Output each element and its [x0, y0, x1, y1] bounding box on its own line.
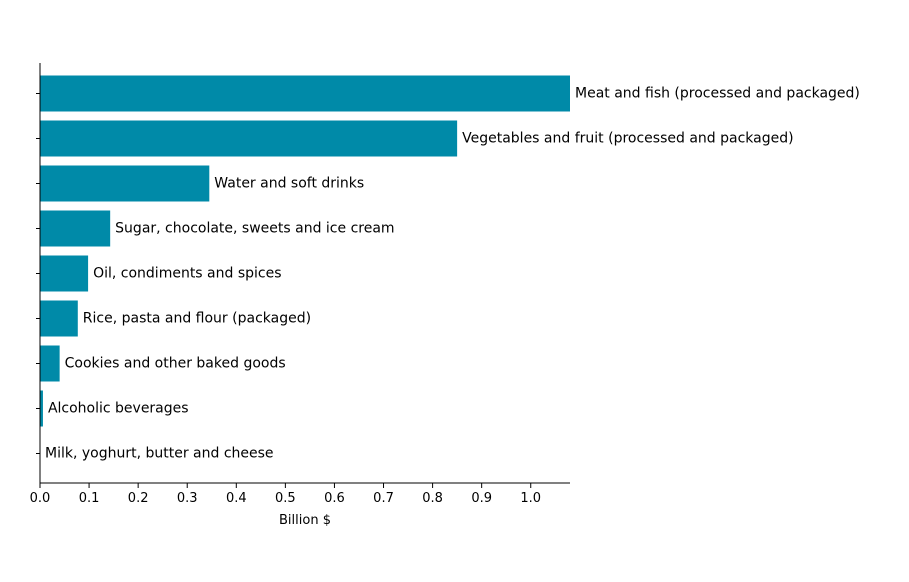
bar-label: Oil, condiments and spices	[93, 266, 281, 282]
x-tick-label: 0.0	[30, 491, 51, 506]
bar	[40, 165, 210, 202]
bar	[40, 300, 78, 337]
bar-label: Water and soft drinks	[214, 176, 364, 192]
bar-labels-group: Meat and fish (processed and packaged) Ve…	[45, 86, 860, 462]
bar-label: Sugar, chocolate, sweets and ice cream	[115, 221, 394, 237]
x-axis-title: Billion $	[279, 513, 331, 528]
x-tick-label: 0.8	[422, 491, 443, 506]
bar	[40, 120, 458, 157]
x-ticks-group: 0.0 0.1 0.2 0.3 0.4 0.5 0.6 0.7 0.8 0.9 1.0	[30, 483, 541, 506]
bar-label: Cookies and other baked goods	[65, 356, 286, 372]
x-tick-label: 0.7	[373, 491, 394, 506]
y-ticks-group	[36, 93, 40, 454]
bar-label: Alcoholic beverages	[48, 401, 189, 417]
bars-group	[40, 75, 570, 427]
bar	[40, 210, 111, 247]
bar-label: Meat and fish (processed and packaged)	[575, 86, 860, 102]
bar-label: Vegetables and fruit (processed and pack…	[462, 131, 793, 147]
bar-label: Milk, yoghurt, butter and cheese	[45, 446, 274, 462]
bar	[40, 345, 60, 382]
x-tick-label: 0.1	[79, 491, 100, 506]
bar	[40, 75, 570, 112]
x-tick-label: 1.0	[520, 491, 541, 506]
x-tick-label: 0.9	[471, 491, 492, 506]
bar	[40, 390, 43, 427]
x-tick-label: 0.2	[128, 491, 149, 506]
bar-label: Rice, pasta and flour (packaged)	[83, 311, 311, 327]
x-tick-label: 0.6	[324, 491, 345, 506]
x-tick-label: 0.5	[275, 491, 296, 506]
x-tick-label: 0.3	[177, 491, 198, 506]
bar	[40, 255, 89, 292]
x-tick-label: 0.4	[226, 491, 247, 506]
